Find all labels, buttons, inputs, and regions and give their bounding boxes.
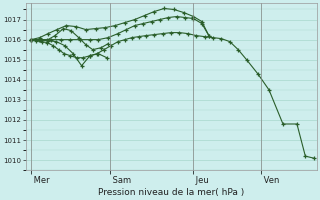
X-axis label: Pression niveau de la mer( hPa ): Pression niveau de la mer( hPa ) — [98, 188, 244, 197]
